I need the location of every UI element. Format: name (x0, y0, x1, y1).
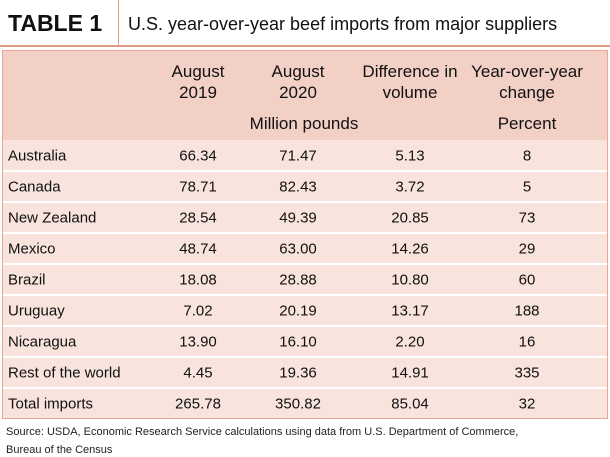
cell: 85.04 (391, 395, 429, 412)
column-header: Year-over-year (471, 62, 583, 81)
source: Bureau of the Census (6, 444, 113, 456)
column-header: 2020 (279, 83, 317, 102)
cell: 5.13 (395, 147, 425, 164)
cell: 29 (518, 240, 536, 257)
row-label: Canada (8, 178, 61, 195)
cell: 66.34 (179, 147, 217, 164)
cell: 188 (514, 302, 540, 319)
row-separator (3, 387, 607, 389)
cell: 8 (522, 147, 532, 164)
cell: 60 (518, 271, 536, 288)
cell: 13.90 (179, 333, 217, 350)
cell: 82.43 (279, 178, 317, 195)
row-label: Uruguay (8, 302, 65, 319)
cell: 265.78 (175, 395, 221, 412)
table-title: U.S. year-over-year beef imports from ma… (128, 14, 558, 34)
row-separator (3, 263, 607, 265)
cell: 10.80 (391, 271, 429, 288)
cell: 48.74 (179, 240, 217, 257)
row-label: New Zealand (8, 209, 97, 226)
row-separator (3, 356, 607, 358)
cell: 19.36 (279, 364, 317, 381)
column-header: August (171, 62, 225, 81)
cell: 20.19 (279, 302, 317, 319)
cell: 20.85 (391, 209, 429, 226)
cell: 28.88 (279, 271, 317, 288)
cell: 32 (518, 395, 536, 412)
row-separator (3, 294, 607, 296)
cell: 49.39 (279, 209, 317, 226)
row-label: Nicaragua (8, 333, 77, 350)
cell: 16.10 (279, 333, 317, 350)
unit-label: Percent (497, 114, 557, 133)
table-label: TABLE 1 (8, 10, 103, 36)
column-header: volume (382, 83, 438, 102)
cell: 73 (518, 209, 536, 226)
cell: 14.26 (391, 240, 429, 257)
cell: 350.82 (275, 395, 321, 412)
source: Source: USDA, Economic Research Service … (6, 426, 519, 438)
cell: 71.47 (279, 147, 317, 164)
column-header: August (271, 62, 325, 81)
cell: 14.91 (391, 364, 429, 381)
cell: 18.08 (179, 271, 217, 288)
row-label: Brazil (8, 271, 46, 288)
cell: 5 (522, 178, 532, 195)
cell: 16 (518, 333, 536, 350)
unit-label: Million pounds (249, 114, 359, 133)
column-header: 2019 (179, 83, 217, 102)
row-label: Total imports (8, 395, 94, 412)
cell: 28.54 (179, 209, 217, 226)
row-separator (3, 325, 607, 327)
column-header: change (499, 83, 555, 102)
divider (118, 0, 119, 46)
table-head (3, 51, 607, 140)
column-header: Difference in (362, 62, 458, 81)
cell: 3.72 (395, 178, 425, 195)
cell: 7.02 (183, 302, 213, 319)
row-label: Rest of the world (8, 364, 121, 381)
cell: 2.20 (395, 333, 425, 350)
cell: 335 (514, 364, 540, 381)
row-label: Mexico (8, 240, 56, 257)
row-separator (3, 232, 607, 234)
cell: 63.00 (279, 240, 317, 257)
row-separator (3, 170, 607, 172)
row-label: Australia (8, 147, 67, 164)
cell: 78.71 (179, 178, 217, 195)
cell: 13.17 (391, 302, 429, 319)
header-rule (0, 45, 610, 47)
cell: 4.45 (183, 364, 213, 381)
row-separator (3, 201, 607, 203)
